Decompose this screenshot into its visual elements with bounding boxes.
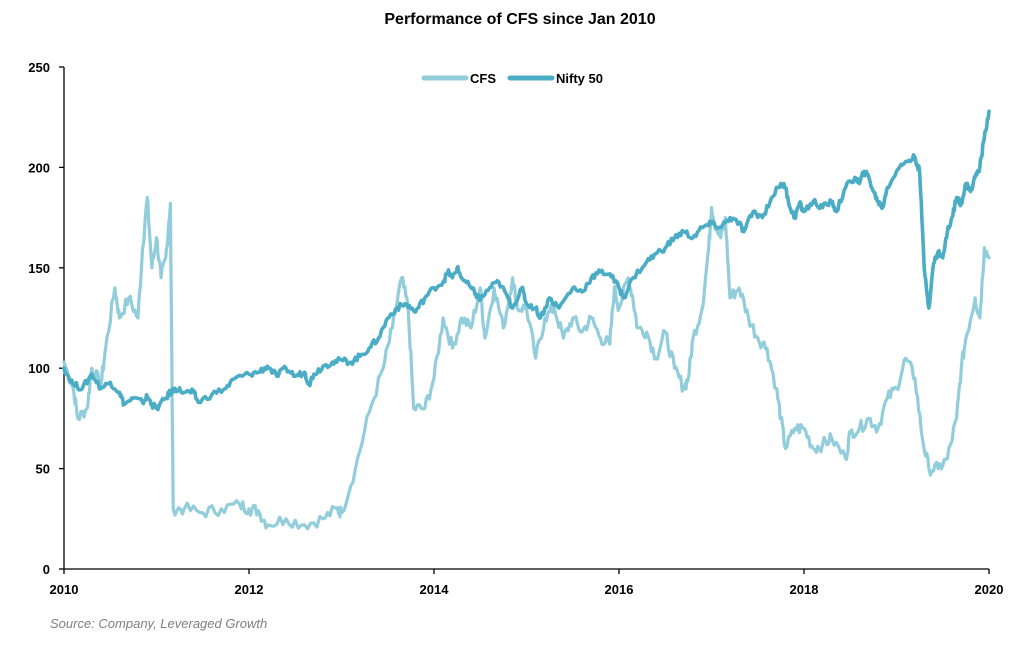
source-note: Source: Company, Leveraged Growth [50, 616, 268, 631]
x-tick-label: 2014 [420, 582, 450, 597]
x-tick-label: 2012 [235, 582, 264, 597]
y-tick-label: 200 [28, 160, 50, 175]
x-tick-label: 2010 [50, 582, 79, 597]
series-line-nifty-50 [62, 109, 991, 412]
tick-labels: 0 50 100 150 200 250 2010 2012 2014 2016 2018 2020 [28, 60, 1003, 597]
series-lines [62, 109, 991, 531]
x-tick-label: 2020 [975, 582, 1004, 597]
y-tick-label: 100 [28, 361, 50, 376]
x-tick-label: 2018 [790, 582, 819, 597]
chart-title: Performance of CFS since Jan 2010 [384, 11, 655, 28]
series-line-cfs [62, 195, 991, 531]
y-tick-label: 0 [43, 562, 50, 577]
y-tick-label: 50 [36, 462, 50, 477]
y-tick-label: 250 [28, 60, 50, 75]
x-tick-label: 2016 [605, 582, 634, 597]
y-tick-label: 150 [28, 261, 50, 276]
legend: CFS Nifty 50 [421, 71, 603, 86]
legend-label-cfs: CFS [470, 71, 496, 86]
legend-label-nifty-50: Nifty 50 [556, 71, 603, 86]
axes [59, 66, 990, 574]
